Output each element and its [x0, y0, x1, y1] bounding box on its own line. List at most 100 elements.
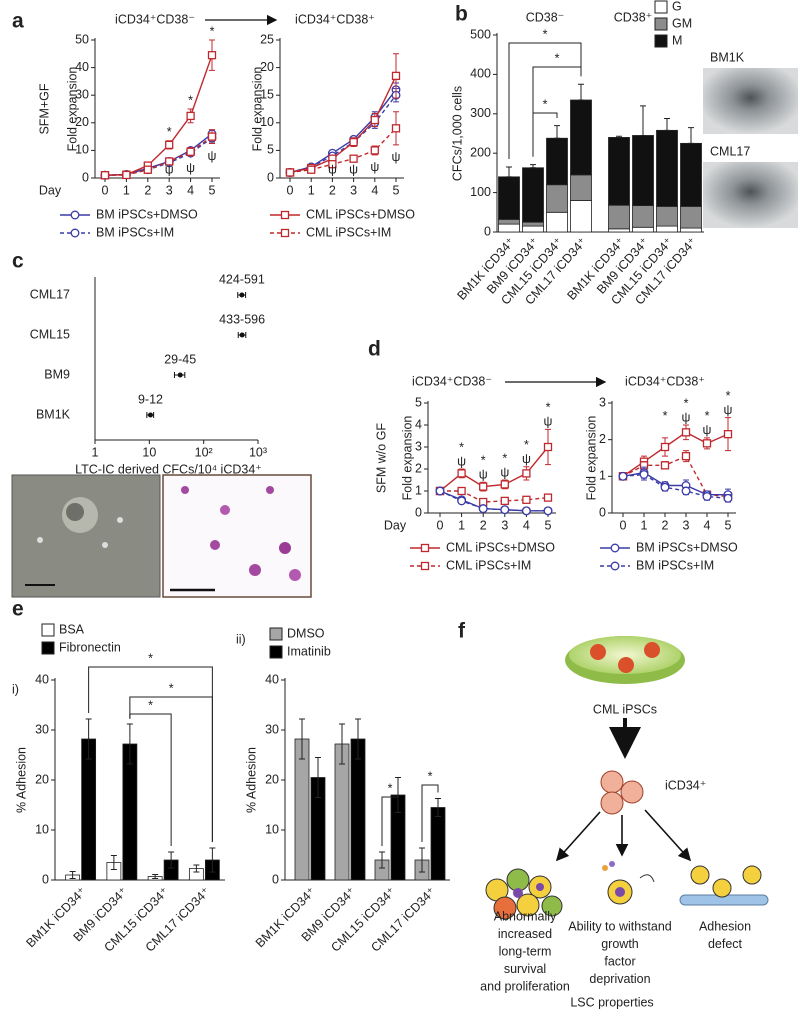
data-point: [328, 160, 337, 169]
bar-segment: [608, 228, 630, 233]
y-tick-label: 400: [470, 67, 491, 81]
error-bar: [506, 166, 512, 178]
bar: [350, 738, 366, 881]
diagram-text: defect: [708, 937, 743, 951]
error-bar: [419, 847, 425, 873]
data-point: [100, 171, 110, 180]
x-tick-label: 3: [350, 183, 357, 197]
x-tick-label: 4: [523, 518, 530, 532]
chart-header: iCD34⁺CD38⁺: [295, 12, 375, 26]
significance-bracket: [129, 696, 213, 842]
y-tick-label: 0: [272, 872, 279, 886]
bar: [81, 738, 97, 881]
data-point: [239, 292, 245, 298]
diagram-label: iCD34⁺: [665, 778, 706, 792]
significance-label: *: [388, 781, 393, 795]
diagram-graphics: [485, 636, 769, 920]
diagram-text: survival: [504, 962, 546, 976]
annotation: *: [524, 438, 529, 452]
micrograph: [162, 474, 312, 598]
y-tick-label: 200: [470, 145, 491, 159]
y-tick-label: BM1K: [36, 407, 71, 421]
annotation: ψ: [703, 423, 712, 437]
chart-header: iCD34⁺CD38⁻: [412, 374, 492, 388]
data-point: [435, 486, 445, 496]
y-tick-label: 300: [470, 106, 491, 120]
series-line: [622, 471, 728, 496]
legend-label: G: [672, 0, 682, 13]
panel-letter: f: [458, 620, 466, 643]
y-tick-label: 10: [265, 822, 279, 836]
bar-segment: [570, 200, 592, 233]
data-point: [618, 471, 628, 481]
data-point: [723, 430, 733, 439]
bar-segment: [498, 218, 520, 225]
bar: [430, 807, 446, 881]
y-tick-label: CML17: [30, 287, 70, 301]
y-tick-label: 1: [599, 469, 606, 483]
diagram-text: and proliferation: [480, 979, 570, 993]
x-tick-label: 3: [683, 518, 690, 532]
legend-swatch: [41, 623, 55, 637]
legend-label: CML iPSCs+DMSO: [446, 540, 555, 554]
annotation: *: [726, 389, 731, 403]
y-tick-label: CML15: [30, 327, 70, 341]
significance-label: *: [169, 681, 174, 695]
sub-label: ii): [236, 632, 246, 646]
legend-label: BM iPSCs+DMSO: [636, 540, 738, 554]
x-tick-label: 4: [371, 183, 378, 197]
diagram-text: deprivation: [589, 972, 650, 986]
annotation: *: [684, 396, 689, 410]
y-tick-label: 0: [415, 505, 422, 519]
error-bar: [379, 851, 385, 869]
data-point: [165, 157, 174, 166]
error-bar: [640, 105, 646, 136]
y-tick-label: 10: [75, 143, 89, 157]
bar-segment: [546, 211, 568, 233]
annotation: ψ: [682, 410, 691, 424]
error-bar: [688, 127, 694, 144]
bar-segment: [522, 167, 544, 223]
group-label: CD38⁺: [614, 10, 653, 24]
data-point: [143, 165, 152, 174]
significance-label: *: [148, 651, 153, 665]
annotation: *: [167, 125, 172, 139]
significance-bracket: [88, 666, 213, 842]
panel-letter: b: [455, 3, 468, 26]
data-point: [723, 493, 733, 503]
series-line: [289, 94, 397, 174]
error-bar: [578, 83, 584, 101]
y-tick-label: 40: [35, 672, 49, 686]
y-axis-label: % Adhesion: [244, 747, 258, 813]
x-tick-label: 2: [480, 518, 487, 532]
y-tick-label: 20: [265, 772, 279, 786]
x-axis-label: Day: [39, 183, 62, 197]
y-axis-label: Fold expansion: [250, 67, 264, 152]
data-point: [479, 482, 488, 491]
x-tick-label: 10²: [195, 445, 213, 459]
error-bar: [110, 855, 117, 870]
annotation: *: [502, 451, 507, 465]
data-point: [660, 482, 670, 492]
error-bar: [85, 718, 92, 760]
series-line: [622, 455, 729, 498]
diagram-label: CML iPSCs: [593, 702, 657, 716]
annotation: *: [705, 409, 710, 423]
y-axis-label: CFCs/1,000 cells: [450, 86, 464, 181]
legend-label: CML iPSCs+IM: [446, 558, 531, 572]
x-tick-label: 5: [545, 518, 552, 532]
x-tick-label: 0: [620, 518, 627, 532]
y-tick-label: 5: [415, 395, 422, 409]
legend-label: BM iPSCs+DMSO: [96, 207, 198, 221]
bar-segment: [632, 226, 654, 233]
significance-label: *: [555, 51, 560, 65]
legend-label: Imatinib: [287, 644, 331, 658]
x-tick-label: 2: [662, 518, 669, 532]
legend-swatch: [269, 645, 283, 659]
y-tick-label: 50: [75, 32, 89, 46]
significance-bracket: [508, 42, 582, 159]
bar-segment: [680, 142, 702, 207]
annotation: ψ: [186, 161, 195, 175]
data-point: [147, 412, 153, 418]
significance-bracket: [532, 112, 558, 157]
